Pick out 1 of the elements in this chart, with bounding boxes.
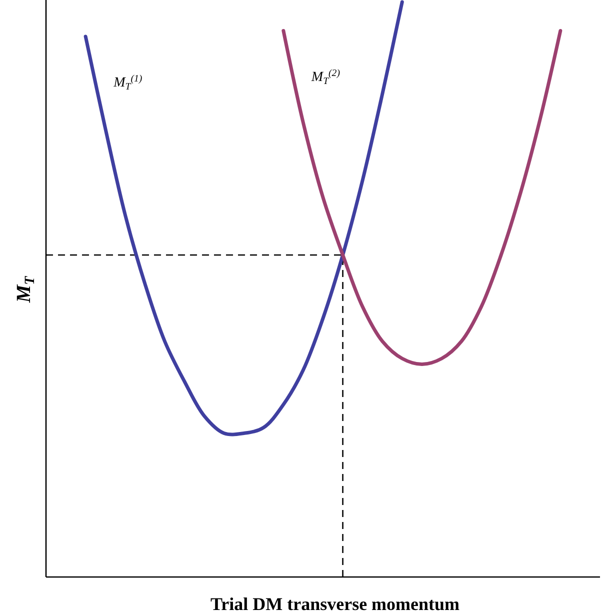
- x-axis-title: Trial DM transverse momentum: [210, 594, 460, 614]
